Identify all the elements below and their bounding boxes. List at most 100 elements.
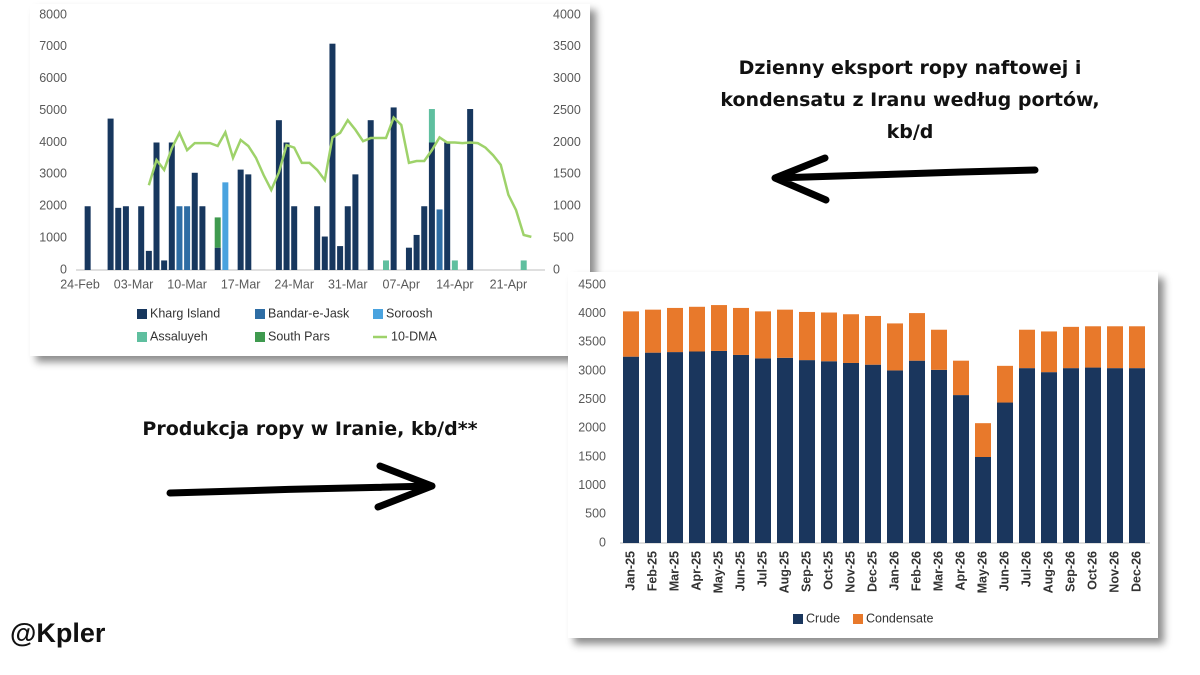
bar — [953, 360, 969, 396]
x-tick-label: 07-Apr — [383, 277, 421, 291]
x-tick-label: 31-Mar — [328, 277, 368, 291]
y2-tick-label: 3500 — [553, 39, 581, 53]
bar — [84, 206, 91, 270]
bar — [467, 109, 474, 270]
legend-swatch — [255, 332, 265, 342]
bar — [161, 260, 168, 270]
bar — [645, 352, 661, 543]
y-tick-label: 1000 — [578, 478, 606, 492]
bar — [107, 118, 114, 270]
x-tick-label: 24-Mar — [274, 277, 314, 291]
y-tick-label: 2000 — [39, 199, 67, 213]
bar — [997, 402, 1013, 543]
bar — [689, 306, 705, 352]
y-tick-label: 1000 — [39, 230, 67, 244]
bar — [865, 315, 881, 365]
bar — [413, 234, 420, 270]
arrow — [166, 462, 436, 511]
x-tick-label: Feb-26 — [909, 551, 923, 591]
bar — [367, 120, 374, 270]
bar — [777, 357, 793, 543]
bar — [383, 260, 389, 270]
bar — [1041, 372, 1057, 543]
bar — [1063, 326, 1079, 369]
bar — [222, 182, 229, 270]
bar — [821, 312, 837, 362]
x-tick-label: Dec-25 — [865, 551, 879, 592]
bar — [352, 174, 359, 270]
bar — [138, 206, 145, 270]
legend-label: Bandar-e-Jask — [268, 306, 350, 320]
legend-label: 10-DMA — [391, 329, 438, 343]
y-tick-label: 4000 — [39, 135, 67, 149]
bar — [1129, 368, 1145, 543]
bar — [214, 217, 221, 248]
bar — [689, 351, 705, 543]
y-tick-label: 0 — [60, 262, 67, 276]
x-tick-label: Apr-25 — [689, 551, 703, 591]
y-tick-label: 500 — [585, 507, 606, 521]
bar — [1019, 368, 1035, 543]
bar — [909, 313, 925, 361]
bar — [153, 142, 160, 270]
source: @Kpler — [10, 618, 106, 648]
bar — [975, 423, 991, 457]
x-tick-label: Aug-26 — [1041, 551, 1055, 593]
bar — [777, 309, 793, 358]
y-tick-label: 5000 — [39, 103, 67, 117]
y2-tick-label: 500 — [553, 230, 574, 244]
x-tick-label: 03-Mar — [114, 277, 154, 291]
bar — [843, 362, 859, 543]
x-tick-label: 14-Apr — [436, 277, 474, 291]
bar — [321, 236, 328, 270]
x-tick-label: Sep-25 — [799, 551, 813, 592]
bar — [953, 395, 969, 543]
bar — [843, 314, 859, 363]
x-tick-label: Mar-26 — [931, 551, 945, 591]
bar — [645, 309, 661, 353]
legend-label: Condensate — [866, 611, 933, 625]
x-tick-label: Oct-26 — [1085, 551, 1099, 590]
x-tick-label: 17-Mar — [221, 277, 261, 291]
bar — [176, 206, 183, 270]
x-tick-label: Jun-26 — [997, 551, 1011, 591]
x-tick-label: Nov-26 — [1107, 551, 1121, 593]
bar — [428, 109, 435, 143]
x-tick-label: 10-Mar — [167, 277, 207, 291]
bar — [821, 361, 837, 543]
legend-label: Assaluyeh — [150, 329, 208, 343]
bar — [1085, 326, 1101, 368]
bar — [711, 305, 727, 351]
y-tick-label: 3500 — [578, 335, 606, 349]
bar — [623, 356, 639, 543]
bar — [755, 311, 771, 359]
arrow — [771, 154, 1039, 204]
legend-swatch — [373, 309, 383, 319]
legend-swatch — [137, 309, 147, 319]
x-tick-label: Feb-25 — [645, 551, 659, 591]
x-tick-label: Jan-25 — [623, 551, 637, 591]
bar — [199, 206, 206, 270]
y2-tick-label: 3000 — [553, 71, 581, 85]
panel — [568, 272, 1158, 638]
y2-tick-label: 0 — [553, 262, 560, 276]
bar — [428, 142, 435, 270]
x-tick-label: Aug-25 — [777, 551, 791, 593]
bar — [122, 206, 129, 270]
bar — [275, 120, 282, 270]
y-tick-label: 3000 — [39, 167, 67, 181]
bar — [909, 360, 925, 543]
y2-tick-label: 2000 — [553, 135, 581, 149]
x-tick-label: Sep-26 — [1063, 551, 1077, 592]
bar — [237, 169, 244, 270]
bar — [887, 370, 903, 543]
caption: Produkcja ropy w Iranie, kb/d** — [142, 418, 478, 440]
x-tick-label: Oct-25 — [821, 551, 835, 590]
bar — [184, 206, 191, 270]
bar — [405, 247, 412, 270]
legend-swatch — [793, 614, 803, 624]
x-tick-label: 24-Feb — [60, 277, 100, 291]
x-tick-label: 21-Apr — [490, 277, 528, 291]
bar — [214, 247, 221, 270]
